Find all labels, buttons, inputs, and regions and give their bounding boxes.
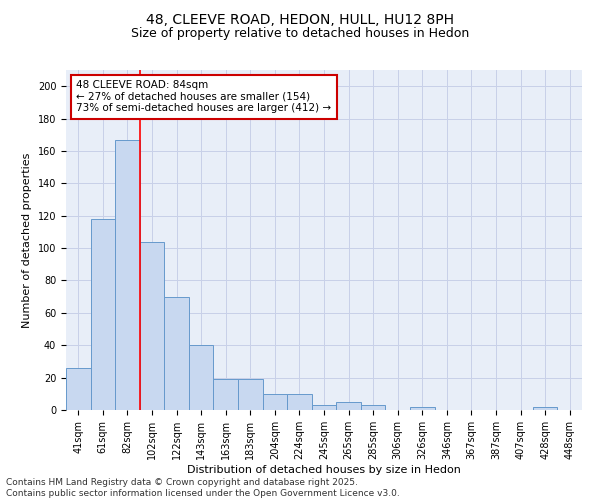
Bar [287,394,312,410]
Bar [410,407,434,410]
Bar [115,140,140,410]
Bar [91,219,115,410]
Bar [263,394,287,410]
Text: Size of property relative to detached houses in Hedon: Size of property relative to detached ho… [131,28,469,40]
Text: 48 CLEEVE ROAD: 84sqm
← 27% of detached houses are smaller (154)
73% of semi-det: 48 CLEEVE ROAD: 84sqm ← 27% of detached … [76,80,331,114]
Bar [66,368,91,410]
Bar [336,402,361,410]
Bar [533,407,557,410]
Text: Contains HM Land Registry data © Crown copyright and database right 2025.
Contai: Contains HM Land Registry data © Crown c… [6,478,400,498]
Bar [189,345,214,410]
Y-axis label: Number of detached properties: Number of detached properties [22,152,32,328]
Bar [164,296,189,410]
Bar [214,379,238,410]
Text: 48, CLEEVE ROAD, HEDON, HULL, HU12 8PH: 48, CLEEVE ROAD, HEDON, HULL, HU12 8PH [146,12,454,26]
Bar [312,405,336,410]
X-axis label: Distribution of detached houses by size in Hedon: Distribution of detached houses by size … [187,464,461,474]
Bar [140,242,164,410]
Bar [361,405,385,410]
Bar [238,379,263,410]
